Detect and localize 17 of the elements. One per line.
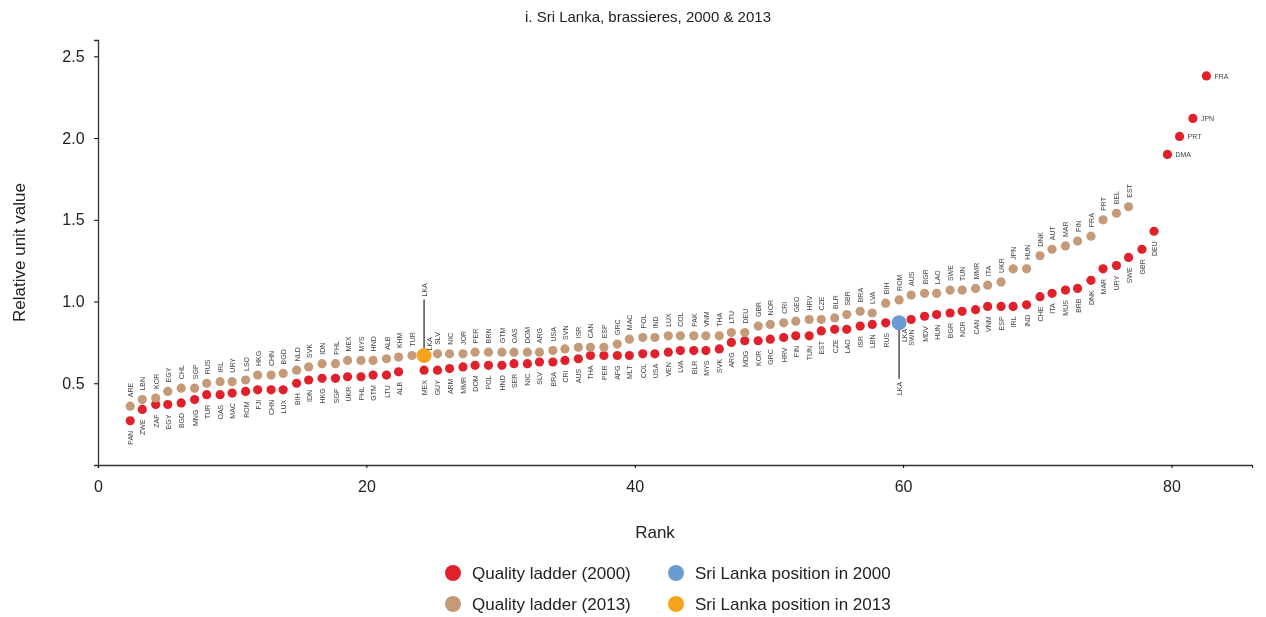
- legend-label: Quality ladder (2013): [472, 595, 631, 614]
- x-tick-label: 80: [1163, 477, 1181, 495]
- y-tick-label: 0.5: [62, 374, 85, 392]
- x-tick-label: 0: [94, 477, 104, 495]
- x-tick-label: 60: [894, 477, 913, 495]
- y-tick-label: 2.5: [62, 47, 85, 65]
- y-axis-title: Relative unit value: [10, 183, 29, 322]
- y-tick-label: 1.0: [62, 293, 85, 311]
- legend-label: Sri Lanka position in 2000: [695, 564, 891, 583]
- x-tick-label: 20: [357, 477, 376, 495]
- y-tick-label: 1.5: [62, 211, 85, 229]
- y-tick-label: 2.0: [62, 129, 85, 147]
- legend-label: Sri Lanka position in 2013: [695, 595, 891, 614]
- x-axis-title: Rank: [635, 523, 676, 542]
- chart-title: i. Sri Lanka, brassieres, 2000 & 2013: [525, 8, 771, 25]
- x-tick-label: 40: [626, 477, 645, 495]
- legend-label: Quality ladder (2000): [472, 564, 631, 583]
